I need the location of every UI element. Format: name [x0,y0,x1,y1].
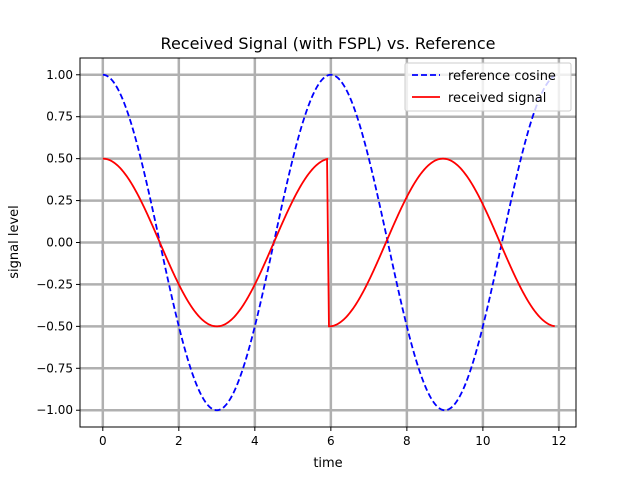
y-tick-label: 0.50 [46,152,73,166]
chart-title: Received Signal (with FSPL) vs. Referenc… [161,34,496,53]
legend-label-received-signal: received signal [448,91,546,106]
legend-box [404,62,572,112]
legend: reference cosine received signal [404,62,572,112]
legend-label-reference-cosine: reference cosine [448,69,556,84]
y-tick-label: −0.25 [36,277,73,291]
series-layer [102,73,556,412]
x-tick-label: 2 [175,434,183,448]
series-line-reference-cosine [102,73,556,412]
y-tick-label: 0.00 [46,236,73,250]
y-tick-label: −1.00 [36,403,73,417]
y-axis-label: signal level [7,205,22,279]
x-tick-label: 8 [403,434,411,448]
series-line-received-signal [102,157,555,328]
y-tick-label: −0.50 [36,319,73,333]
x-tick-label: 6 [327,434,335,448]
y-tick-label: 1.00 [46,68,73,82]
x-tick-label: 0 [99,434,107,448]
y-tick-label: 0.25 [46,194,73,208]
y-axis: 1.00 0.75 0.50 0.25 0.00 −0.25 −0.50 −0.75 −1.00 [36,68,80,417]
x-tick-label: 10 [475,434,490,448]
x-tick-label: 12 [551,434,566,448]
x-axis-label: time [313,456,342,471]
x-axis: 0 2 4 6 8 10 12 [99,427,567,448]
y-tick-label: 0.75 [46,110,73,124]
x-tick-label: 4 [251,434,259,448]
y-tick-label: −0.75 [36,361,73,375]
